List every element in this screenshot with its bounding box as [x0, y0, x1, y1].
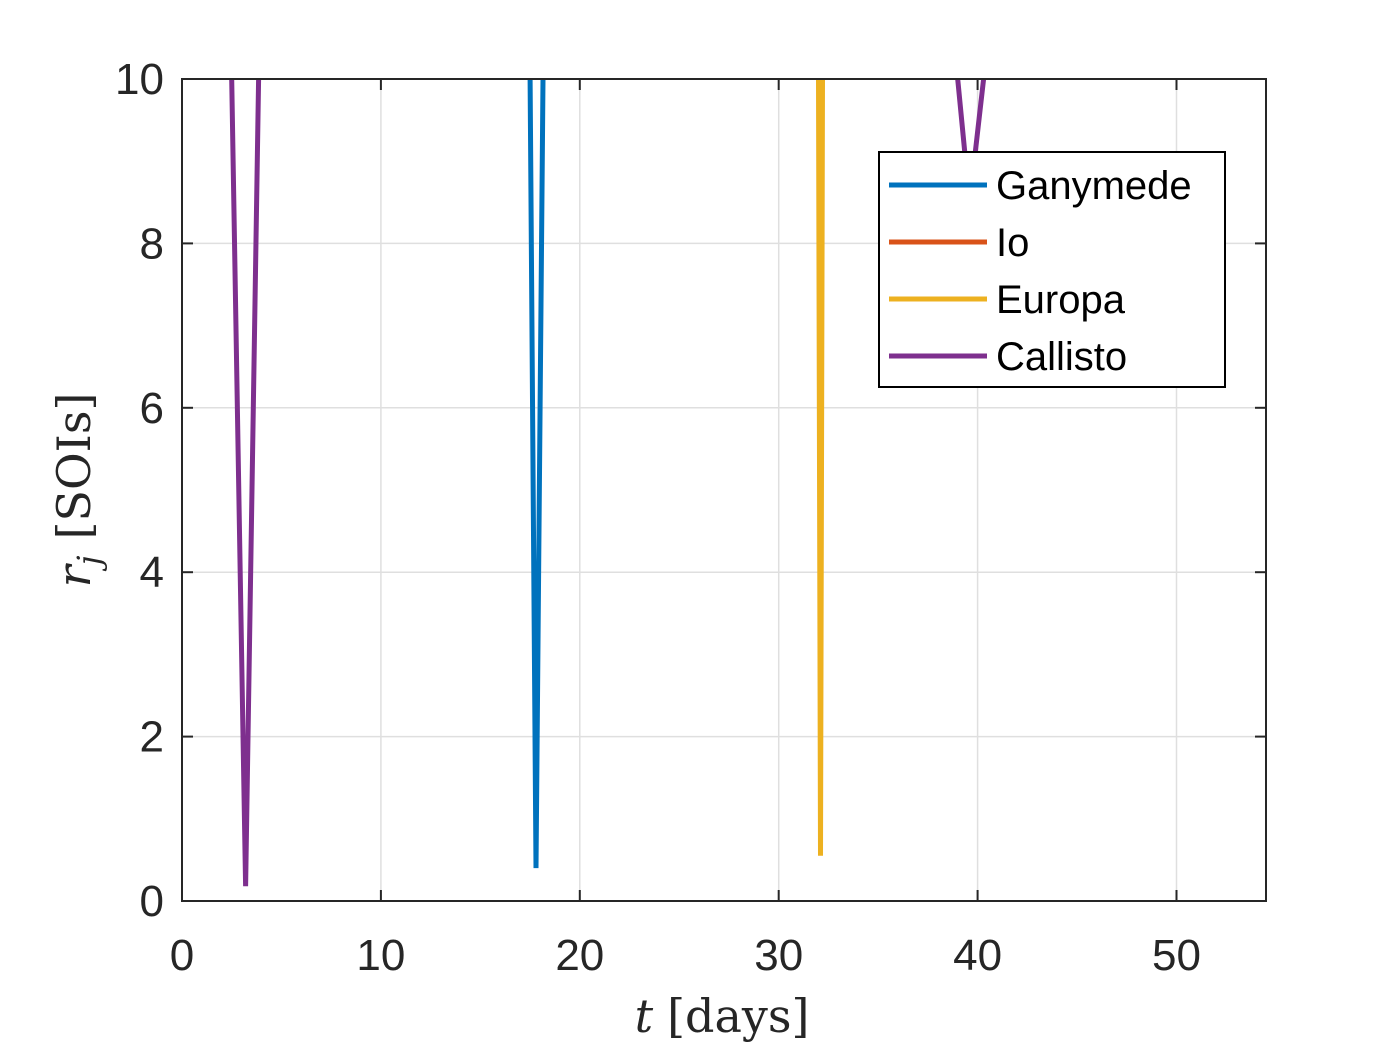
y-tick-label: 6	[140, 384, 164, 433]
y-tick-label: 10	[115, 55, 164, 104]
legend[interactable]: Ganymede Io Europa Callisto	[878, 151, 1226, 388]
legend-label-io: Io	[996, 221, 1029, 265]
y-tick-label: 8	[140, 219, 164, 268]
x-tick-label: 50	[1152, 931, 1201, 980]
x-tick-label: 40	[953, 931, 1002, 980]
x-tick-label: 20	[555, 931, 604, 980]
y-axis-label: rj[SOIs]	[47, 393, 108, 588]
series-line-europa	[816, 79, 825, 856]
legend-label-callisto: Callisto	[996, 335, 1127, 379]
y-tick-label: 0	[140, 877, 164, 926]
y-tick-label: 2	[140, 713, 164, 762]
tick-labels: 0 10 20 30 40 50 0 2 4 6 8 10	[115, 55, 1201, 980]
ticks	[181, 78, 1266, 902]
series-line-ganymede	[527, 79, 546, 869]
x-tick-label: 10	[356, 931, 405, 980]
legend-label-europa: Europa	[996, 278, 1126, 322]
x-tick-label: 0	[170, 931, 194, 980]
y-tick-label: 4	[140, 548, 164, 597]
legend-box	[878, 151, 1226, 388]
x-axis-label: t [days]	[635, 989, 810, 1043]
x-tick-label: 30	[754, 931, 803, 980]
legend-label-ganymede: Ganymede	[996, 164, 1192, 208]
axes-box	[181, 78, 1267, 902]
